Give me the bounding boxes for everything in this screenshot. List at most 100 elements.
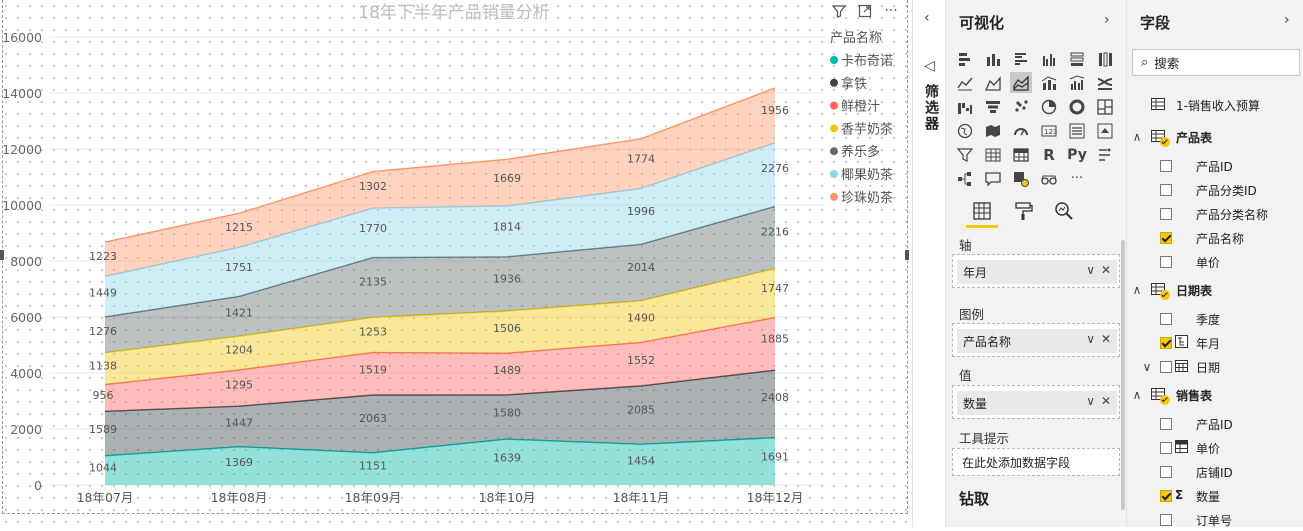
- filter-icon[interactable]: [830, 3, 848, 19]
- key-influencers-icon[interactable]: [1094, 144, 1116, 165]
- field-checkbox[interactable]: [1160, 232, 1172, 244]
- remove-field-icon[interactable]: ✕: [1100, 263, 1111, 277]
- map-icon[interactable]: [954, 120, 976, 141]
- tab-analytics[interactable]: [1051, 196, 1077, 226]
- field-checkbox[interactable]: [1160, 313, 1172, 325]
- visualizations-scrollbar[interactable]: [1121, 240, 1125, 510]
- field-row[interactable]: 单价: [1127, 437, 1303, 459]
- chevron-up-icon[interactable]: ∧: [1132, 130, 1142, 144]
- more-visuals-icon[interactable]: ···: [1066, 168, 1088, 189]
- field-row[interactable]: 单价: [1127, 251, 1303, 273]
- field-row[interactable]: ∨ 日期: [1127, 356, 1303, 378]
- tooltip-well[interactable]: 在此处添加数据字段: [952, 448, 1120, 476]
- field-checkbox[interactable]: [1160, 418, 1172, 430]
- field-row[interactable]: 店铺ID: [1127, 461, 1303, 483]
- waterfall-chart-icon[interactable]: [954, 96, 976, 117]
- field-row[interactable]: 订单号: [1127, 509, 1303, 531]
- more-options-icon[interactable]: ···: [884, 3, 898, 19]
- python-visual-icon[interactable]: Py: [1066, 144, 1088, 165]
- multi-row-card-icon[interactable]: [1066, 120, 1088, 141]
- axis-field-pill[interactable]: 年月 ∨ ✕: [957, 260, 1117, 284]
- values-field-pill[interactable]: 数量 ∨ ✕: [957, 391, 1117, 415]
- field-checkbox[interactable]: [1160, 466, 1172, 478]
- glasses-visual-icon[interactable]: [1038, 168, 1060, 189]
- chevron-down-icon[interactable]: ∨: [1086, 263, 1095, 277]
- tab-fields[interactable]: [969, 196, 995, 226]
- 100-stacked-bar-chart-icon[interactable]: [1066, 48, 1088, 69]
- field-table-row[interactable]: ∧ 产品表: [1127, 126, 1303, 148]
- filter-pane-collapsed[interactable]: ‹ ◁ 筛选器: [912, 0, 946, 527]
- matrix-icon[interactable]: [1010, 144, 1032, 165]
- field-checkbox[interactable]: [1160, 256, 1172, 268]
- field-checkbox[interactable]: [1160, 208, 1172, 220]
- python-label: Py: [1067, 146, 1087, 163]
- stacked-bar-chart-icon[interactable]: [954, 48, 976, 69]
- ribbon-chart-icon[interactable]: [1094, 72, 1116, 93]
- field-row[interactable]: Σ 数量: [1127, 485, 1303, 507]
- clustered-column-chart-icon[interactable]: [1038, 48, 1060, 69]
- resize-handle-left[interactable]: [0, 250, 4, 260]
- field-checkbox[interactable]: [1160, 490, 1172, 502]
- field-row[interactable]: 产品ID: [1127, 413, 1303, 435]
- custom-visual-icon[interactable]: [1010, 168, 1032, 189]
- field-row[interactable]: 产品分类ID: [1127, 179, 1303, 201]
- stacked-area-chart-visual[interactable]: [0, 0, 909, 514]
- field-table-row[interactable]: 1-销售收入预算: [1127, 94, 1303, 116]
- field-checkbox[interactable]: [1160, 442, 1172, 454]
- field-name: 季度: [1196, 312, 1221, 327]
- focus-mode-icon[interactable]: [856, 3, 874, 19]
- field-checkbox[interactable]: [1160, 184, 1172, 196]
- filled-map-icon[interactable]: [982, 120, 1004, 141]
- treemap-icon[interactable]: [1094, 96, 1116, 117]
- line-and-stacked-column-icon[interactable]: [1038, 72, 1060, 93]
- filter-pane-label[interactable]: 筛选器: [923, 84, 939, 132]
- kpi-icon[interactable]: [1094, 120, 1116, 141]
- field-checkbox[interactable]: [1160, 514, 1172, 526]
- resize-handle-right[interactable]: [905, 250, 909, 260]
- scatter-chart-icon[interactable]: [1010, 96, 1032, 117]
- axis-well[interactable]: 年月 ∨ ✕: [952, 254, 1120, 288]
- tab-format[interactable]: [1011, 196, 1037, 226]
- field-checkbox[interactable]: [1160, 160, 1172, 172]
- chevron-down-icon[interactable]: ∨: [1086, 394, 1095, 408]
- chevron-up-icon[interactable]: ∧: [1132, 388, 1142, 402]
- field-row[interactable]: 产品名称: [1127, 227, 1303, 249]
- remove-field-icon[interactable]: ✕: [1100, 394, 1111, 408]
- qna-icon[interactable]: [982, 168, 1004, 189]
- stacked-column-chart-icon[interactable]: [982, 48, 1004, 69]
- funnel-chart-icon[interactable]: [982, 96, 1004, 117]
- decomposition-tree-icon[interactable]: [954, 168, 976, 189]
- legend-field-pill[interactable]: 产品名称 ∨ ✕: [957, 329, 1117, 353]
- field-checkbox[interactable]: [1160, 337, 1172, 349]
- slicer-icon[interactable]: [954, 144, 976, 165]
- line-and-clustered-column-icon[interactable]: [1066, 72, 1088, 93]
- pie-chart-icon[interactable]: [1038, 96, 1060, 117]
- chevron-down-icon[interactable]: ∨: [1142, 360, 1152, 374]
- collapse-fields-icon[interactable]: ›: [1284, 12, 1290, 28]
- r-script-visual-icon[interactable]: R: [1038, 144, 1060, 165]
- field-row[interactable]: 季度: [1127, 308, 1303, 330]
- table-icon[interactable]: [982, 144, 1004, 165]
- donut-chart-icon[interactable]: [1066, 96, 1088, 117]
- field-row[interactable]: 年月: [1127, 332, 1303, 354]
- clustered-bar-chart-icon[interactable]: [1010, 48, 1032, 69]
- collapse-filter-icon[interactable]: ‹: [924, 10, 930, 26]
- values-well[interactable]: 数量 ∨ ✕: [952, 385, 1120, 419]
- field-checkbox[interactable]: [1160, 361, 1172, 373]
- area-chart-icon[interactable]: [982, 72, 1004, 93]
- card-icon[interactable]: 123: [1038, 120, 1060, 141]
- collapse-visualizations-icon[interactable]: ›: [1104, 12, 1110, 28]
- 100-stacked-column-chart-icon[interactable]: [1094, 48, 1116, 69]
- chevron-up-icon[interactable]: ∧: [1132, 283, 1142, 297]
- field-table-row[interactable]: ∧ 销售表: [1127, 384, 1303, 406]
- field-row[interactable]: 产品ID: [1127, 155, 1303, 177]
- remove-field-icon[interactable]: ✕: [1100, 332, 1111, 346]
- gauge-icon[interactable]: [1010, 120, 1032, 141]
- field-table-row[interactable]: ∧ 日期表: [1127, 279, 1303, 301]
- field-row[interactable]: 产品分类名称: [1127, 203, 1303, 225]
- fields-search-input[interactable]: ⌕ 搜索: [1132, 49, 1300, 76]
- line-chart-icon[interactable]: [954, 72, 976, 93]
- legend-well[interactable]: 产品名称 ∨ ✕: [952, 323, 1120, 357]
- chevron-down-icon[interactable]: ∨: [1086, 332, 1095, 346]
- stacked-area-chart-icon[interactable]: [1010, 72, 1032, 93]
